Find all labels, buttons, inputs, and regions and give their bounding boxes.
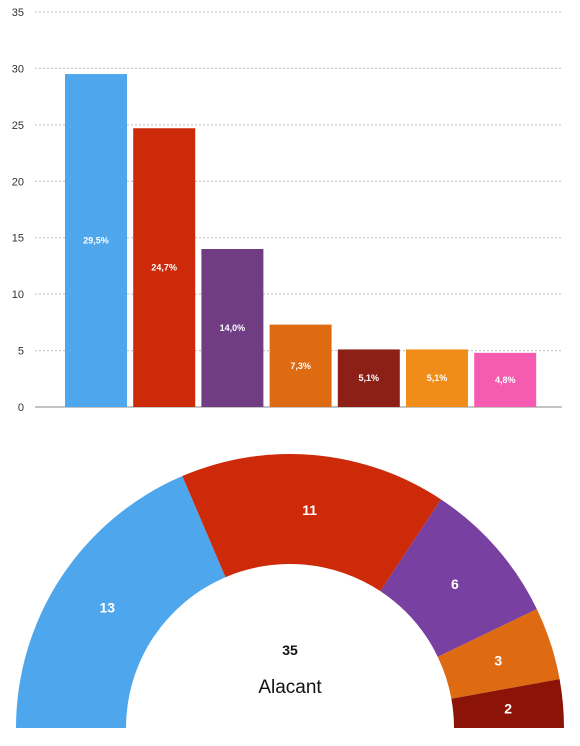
seat-count-label: 6: [451, 576, 459, 592]
seat-count-label: 3: [494, 652, 502, 668]
bar: [269, 324, 332, 407]
bar-value-label: 24,7%: [151, 263, 177, 273]
y-tick-label: 35: [12, 7, 24, 19]
seat-slice: [182, 454, 441, 592]
bar: [133, 128, 196, 407]
constituency-name: Alacant: [258, 677, 322, 698]
y-tick-label: 0: [18, 402, 24, 414]
bar: [201, 249, 264, 407]
bar: [337, 349, 400, 407]
y-tick-label: 20: [12, 176, 24, 188]
bar: [406, 349, 468, 407]
bar: [65, 74, 127, 408]
bar-value-label: 5,1%: [359, 373, 380, 383]
y-tick-label: 30: [12, 63, 24, 75]
seat-slice: [380, 499, 537, 657]
y-tick-label: 15: [12, 233, 24, 245]
bar-value-label: 14,0%: [220, 323, 246, 333]
y-tick-label: 25: [12, 120, 24, 132]
y-tick-label: 10: [12, 289, 24, 301]
bar-value-label: 4,8%: [495, 375, 516, 385]
bar-chart: 0 5 10 15 20 25 30 35 29,5% 24,7% 14,0% 7,3% 5,1% 5,1…: [12, 7, 562, 414]
total-seats-label: 35: [282, 642, 298, 658]
bar: [474, 352, 537, 407]
bar-value-label: 5,1%: [427, 373, 448, 383]
seat-count-label: 11: [302, 502, 317, 518]
y-tick-label: 5: [18, 346, 24, 358]
seat-hemicycle-chart: 13 11 6 3 2 35 Alacant: [16, 454, 564, 728]
seat-count-label: 13: [99, 599, 115, 615]
bar-value-label: 29,5%: [83, 236, 109, 246]
seat-slice: [451, 679, 564, 728]
bar-value-label: 7,3%: [290, 361, 311, 371]
seat-count-label: 2: [504, 700, 512, 716]
seat-slice: [437, 609, 560, 699]
seat-slice: [16, 476, 226, 728]
